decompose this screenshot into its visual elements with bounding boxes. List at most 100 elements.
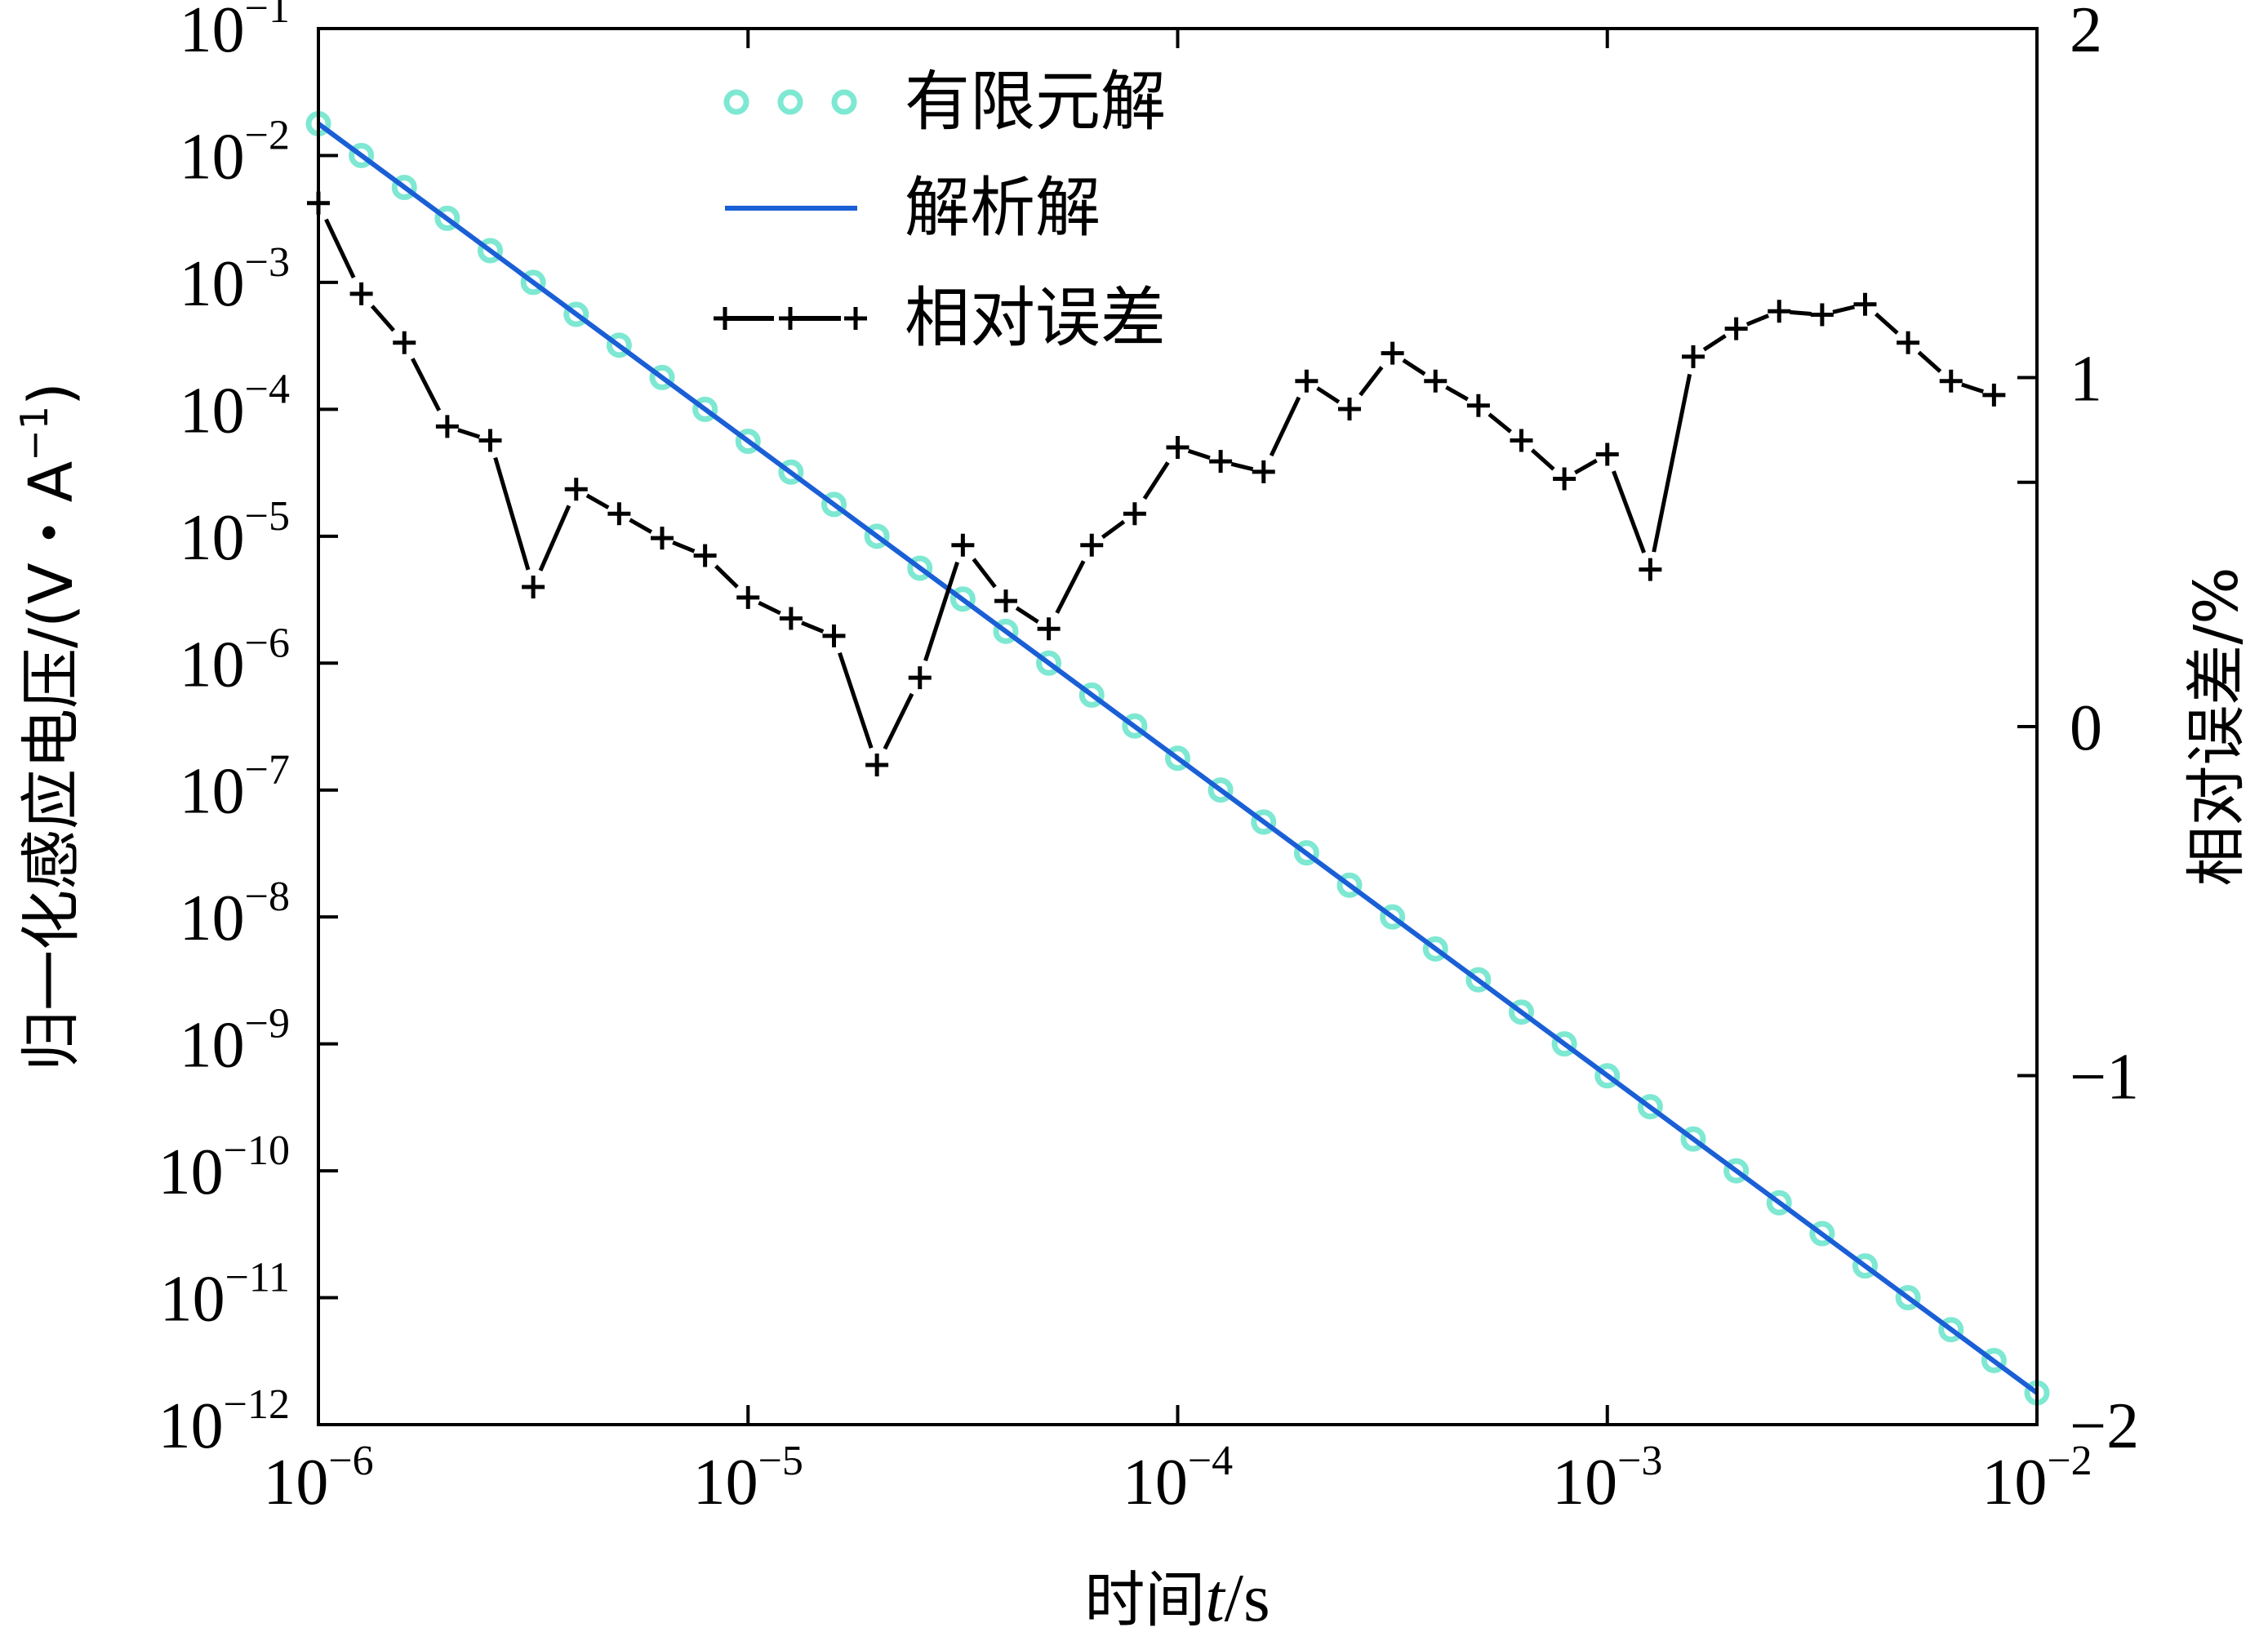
fem-point	[1078, 682, 1105, 708]
error-point	[693, 544, 717, 567]
error-point	[1768, 300, 1791, 323]
error-point	[349, 282, 373, 305]
fem-point	[1336, 872, 1363, 898]
y-left-tick-label: 10−7	[180, 747, 290, 828]
error-point	[736, 585, 760, 609]
error-line-segment	[1612, 470, 1647, 554]
error-point	[1724, 317, 1748, 340]
y-left-tick-label: 10−10	[158, 1127, 290, 1208]
legend-marker-fem	[777, 89, 803, 115]
error-point	[1553, 467, 1576, 491]
legend-item-error: 相对误差	[714, 280, 1166, 356]
error-point	[393, 331, 416, 354]
error-line-segment	[672, 540, 696, 554]
y-left-tick-label: 10−11	[160, 1255, 290, 1336]
error-point	[1166, 436, 1190, 459]
fem-point	[1165, 745, 1190, 772]
x-tick-label: 10−2	[1981, 1438, 2092, 1519]
fem-point	[1509, 999, 1535, 1025]
x-axis-label: 时间t/s	[1084, 1560, 1270, 1632]
error-point	[908, 666, 932, 690]
fem-point	[1465, 967, 1492, 993]
error-line-segment	[758, 600, 781, 616]
error-point	[1853, 292, 1877, 316]
plot-area	[305, 111, 2050, 1406]
fem-point	[778, 459, 804, 485]
fem-point	[864, 523, 890, 549]
fem-point	[1723, 1158, 1750, 1184]
fem-point	[1637, 1094, 1663, 1120]
error-line-segment	[972, 558, 997, 589]
error-point	[1037, 617, 1061, 641]
error-point	[1252, 460, 1275, 483]
error-point	[1080, 533, 1104, 557]
error-line-segment	[1316, 386, 1341, 404]
error-line-segment	[324, 218, 356, 279]
x-tick-label: 10−5	[693, 1438, 803, 1519]
error-line-segment	[1702, 334, 1727, 352]
fem-point	[692, 396, 718, 422]
y-left-tick-label: 10−12	[158, 1381, 290, 1462]
error-point	[1510, 429, 1533, 452]
fem-point	[993, 618, 1019, 644]
fem-point	[1938, 1317, 1964, 1343]
fem-point	[1852, 1253, 1879, 1279]
fem-point	[434, 205, 460, 231]
error-line-segment	[714, 564, 739, 589]
error-point	[1682, 345, 1705, 368]
fem-point	[606, 332, 632, 358]
error-line-segment	[1269, 396, 1301, 457]
error-point	[564, 478, 588, 501]
legend-label-fem: 有限元解	[905, 64, 1166, 140]
y-axis-label-left: 归一化感应电压/(V・A−1)	[12, 382, 87, 1071]
y-right-tick-label: −2	[2070, 1390, 2139, 1462]
error-line-segment	[1187, 448, 1211, 460]
y-right-tick-label: −1	[2070, 1042, 2139, 1114]
error-line-segment	[585, 493, 610, 509]
fem-point	[1380, 904, 1406, 930]
error-point	[1939, 369, 1963, 393]
fem-point	[478, 238, 504, 264]
fem-point	[649, 364, 675, 390]
error-line-segment	[883, 692, 914, 750]
error-line-segment	[1530, 448, 1555, 471]
fem-point	[1293, 840, 1319, 866]
error-point	[865, 754, 889, 777]
error-line-segment	[1917, 350, 1942, 373]
x-tick-label: 10−4	[1123, 1438, 1233, 1519]
error-point	[435, 415, 459, 438]
y-left-tick-label: 10−8	[180, 874, 290, 954]
fem-point	[1680, 1126, 1706, 1152]
y-left-tick-label: 10−2	[180, 112, 290, 193]
fem-point	[1036, 650, 1062, 676]
fem-point	[520, 269, 546, 296]
error-point	[651, 527, 674, 550]
fem-point	[563, 301, 589, 327]
legend-marker-fem	[831, 89, 857, 115]
error-point	[1595, 442, 1619, 466]
error-line-segment	[1230, 461, 1254, 472]
error-point	[1810, 303, 1834, 327]
error-point	[522, 576, 545, 598]
legend-marker-error	[714, 307, 867, 330]
error-point	[1639, 558, 1662, 581]
error-point	[951, 533, 975, 557]
fem-point	[1551, 1031, 1577, 1057]
fem-point	[1766, 1190, 1792, 1216]
fem-point	[949, 586, 976, 612]
error-line-segment	[1402, 358, 1426, 376]
axes: 10−6 10−5 10−4 10−3 10−210−110−210−310−410−5…	[158, 0, 2139, 1519]
legend-label-analytic: 解析解	[905, 170, 1101, 246]
error-point	[1982, 383, 2006, 407]
y-left-tick-label: 10−4	[180, 366, 290, 447]
error-line-segment	[1574, 458, 1598, 475]
fem-point	[821, 491, 847, 518]
error-line-segment	[1142, 461, 1170, 500]
fem-point	[1422, 936, 1448, 962]
error-point	[1424, 369, 1448, 393]
legend-item-analytic: 解析解	[725, 170, 1101, 246]
fem-point	[1122, 713, 1148, 739]
fem-point	[349, 142, 375, 168]
fem-point	[1981, 1347, 2007, 1373]
